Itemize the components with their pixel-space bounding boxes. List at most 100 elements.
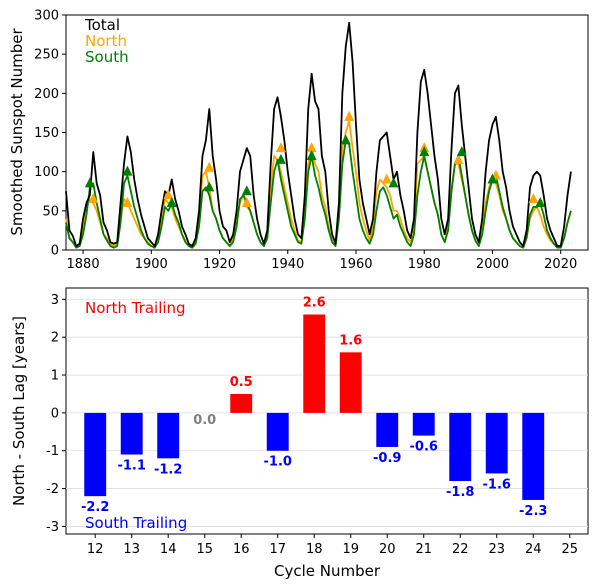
bottom-y-tick-label-1: 1 xyxy=(51,369,59,384)
top-x-ticks: 1880 1900 1920 1940 1960 1980 2000 2020 xyxy=(67,250,577,272)
bottom-x-tick-label-13: 13 xyxy=(123,542,140,557)
bar-cycle-22 xyxy=(449,412,472,482)
peak-marker-north-1917 xyxy=(204,161,215,172)
bar-label-cycle-23: -1.6 xyxy=(483,477,511,492)
top-peak-markers xyxy=(84,110,546,207)
legend-north: North xyxy=(85,32,127,50)
bar-label-cycle-16: 0.5 xyxy=(230,375,253,390)
peak-marker-south-1947 xyxy=(306,150,317,160)
top-y-tick-label-300: 300 xyxy=(34,9,59,24)
bottom-y-axis-label: North - South Lag [years] xyxy=(10,316,28,506)
top-x-tick-label-1880: 1880 xyxy=(67,257,100,272)
peak-marker-north-1990 xyxy=(453,153,464,164)
legend-total: Total xyxy=(84,16,120,34)
peak-marker-south-1991 xyxy=(456,146,467,157)
bottom-x-tick-label-22: 22 xyxy=(452,542,469,557)
peak-marker-north-1928 xyxy=(241,197,252,207)
bottom-y-ticks: -3 -2 -1 0 1 2 3 xyxy=(46,293,66,535)
bottom-x-tick-label-17: 17 xyxy=(269,542,286,557)
bottom-x-tick-label-12: 12 xyxy=(87,542,104,557)
peak-marker-south-1980 xyxy=(419,146,430,157)
top-x-tick-label-2000: 2000 xyxy=(476,257,509,272)
bottom-x-tick-label-24: 24 xyxy=(525,542,542,557)
bottom-annotations: North Trailing South Trailing xyxy=(85,299,187,532)
bar-cycle-19 xyxy=(339,352,362,413)
bar-cycle-13 xyxy=(120,412,143,455)
bar-cycle-17 xyxy=(266,412,289,451)
bottom-y-tick-label--2: -2 xyxy=(46,482,59,497)
peak-marker-south-1882 xyxy=(84,177,95,188)
bar-label-cycle-14: -1.2 xyxy=(154,462,182,477)
bar-label-cycle-21: -0.6 xyxy=(410,440,438,455)
top-y-tick-label-50: 50 xyxy=(42,204,59,219)
bottom-y-tick-label-0: 0 xyxy=(51,406,59,421)
peak-marker-north-2012 xyxy=(528,193,539,204)
bottom-y-tick-label-3: 3 xyxy=(51,293,59,308)
top-x-tick-label-1940: 1940 xyxy=(271,257,304,272)
top-x-tick-label-1980: 1980 xyxy=(408,257,441,272)
top-y-tick-label-250: 250 xyxy=(34,48,59,63)
bottom-x-tick-label-19: 19 xyxy=(342,542,359,557)
peak-marker-north-1969 xyxy=(381,173,392,184)
peak-marker-south-1917 xyxy=(204,181,215,192)
peak-marker-south-1906 xyxy=(166,197,177,207)
top-y-tick-label-100: 100 xyxy=(34,165,59,180)
bar-cycle-24 xyxy=(522,412,545,500)
legend-south: South xyxy=(85,48,129,66)
peak-marker-south-1971 xyxy=(388,177,399,188)
peak-marker-north-1947 xyxy=(306,142,317,153)
peak-marker-south-2014 xyxy=(535,197,546,207)
peak-marker-north-1893 xyxy=(122,197,133,207)
bottom-x-ticks: 12 13 14 15 16 17 18 19 20 21 22 23 24 25 xyxy=(87,534,578,557)
bottom-x-tick-label-18: 18 xyxy=(306,542,323,557)
peak-marker-south-1893 xyxy=(122,165,133,176)
lag-bar-chart: -2.2 -1.1 -1.2 0.0 0.5 -1.0 2.6 1.6 -0.9 -0.6 -1.8… xyxy=(10,287,589,580)
peak-marker-south-1957 xyxy=(340,134,351,145)
bottom-x-tick-label-15: 15 xyxy=(196,542,213,557)
bar-label-cycle-22: -1.8 xyxy=(446,485,474,500)
bar-label-cycle-19: 1.6 xyxy=(339,333,362,348)
line-south xyxy=(65,139,572,249)
bottom-x-tick-label-21: 21 xyxy=(415,542,432,557)
peak-marker-north-1938 xyxy=(275,142,286,153)
bar-label-cycle-12: -2.2 xyxy=(81,500,109,515)
top-plot-frame xyxy=(65,14,589,251)
annotation-north-trailing: North Trailing xyxy=(85,299,186,317)
bar-cycle-21 xyxy=(412,412,435,436)
bar-cycle-14 xyxy=(157,412,180,459)
top-x-tick-label-1900: 1900 xyxy=(135,257,168,272)
lag-bar-labels: -2.2 -1.1 -1.2 0.0 0.5 -1.0 2.6 1.6 -0.9 -0.6 -1.8… xyxy=(81,295,547,518)
peak-marker-north-1905 xyxy=(163,189,174,200)
bar-cycle-23 xyxy=(485,412,508,474)
bottom-x-axis-label: Cycle Number xyxy=(274,562,381,580)
peak-marker-north-1883 xyxy=(88,193,99,204)
bottom-y-tick-label-2: 2 xyxy=(51,331,59,346)
top-x-tick-label-1920: 1920 xyxy=(203,257,236,272)
bottom-plot-frame xyxy=(65,287,589,535)
peak-marker-south-1938 xyxy=(275,153,286,164)
annotation-south-trailing: South Trailing xyxy=(85,514,187,532)
bar-label-cycle-17: -1.0 xyxy=(264,455,292,470)
peak-marker-south-1928 xyxy=(241,185,252,196)
bar-label-cycle-13: -1.1 xyxy=(117,459,145,474)
bottom-x-tick-label-25: 25 xyxy=(561,542,578,557)
top-y-tick-label-200: 200 xyxy=(34,87,59,102)
bottom-x-tick-label-16: 16 xyxy=(233,542,250,557)
peak-marker-south-2000 xyxy=(487,173,498,184)
lag-bars xyxy=(84,314,545,500)
bottom-x-tick-label-23: 23 xyxy=(488,542,505,557)
top-y-tick-label-150: 150 xyxy=(34,126,59,141)
sunspot-line-chart: 1880 1900 1920 1940 1960 1980 2000 2020 0 50 100 1… xyxy=(8,9,589,272)
bar-cycle-20 xyxy=(376,412,399,447)
bar-cycle-16 xyxy=(230,393,253,413)
top-x-tick-label-2020: 2020 xyxy=(544,257,577,272)
bar-label-cycle-15: 0.0 xyxy=(193,413,216,428)
bottom-x-tick-label-14: 14 xyxy=(160,542,177,557)
top-y-ticks: 0 50 100 150 200 250 300 xyxy=(34,9,66,259)
top-x-tick-label-1960: 1960 xyxy=(339,257,372,272)
bar-cycle-12 xyxy=(84,412,107,497)
top-series-lines xyxy=(65,21,572,249)
bottom-x-tick-label-20: 20 xyxy=(379,542,396,557)
